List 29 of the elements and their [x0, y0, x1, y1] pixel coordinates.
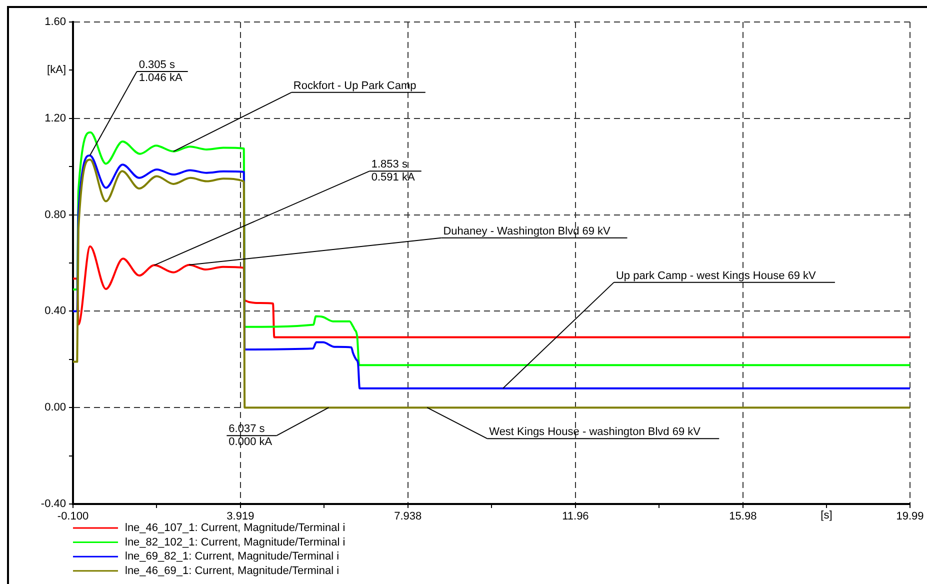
legend-label: lne_46_107_1: Current, Magnitude/Terminal i — [125, 522, 346, 534]
x-tick-label: 15.98 — [729, 510, 757, 523]
annotation: 0.591 kA — [371, 172, 416, 184]
line-series — [73, 245, 910, 338]
y-tick-label: 0.40 — [44, 305, 66, 318]
annotation: Rockfort - Up Park Camp — [293, 80, 416, 92]
annotation: West Kings House - washington Blvd 69 kV — [489, 426, 702, 438]
legend-label: lne_82_102_1: Current, Magnitude/Terminal i — [125, 536, 346, 548]
annotation: Duhaney - Washington Blvd 69 kV — [443, 225, 612, 238]
x-tick-label: 11.96 — [562, 510, 589, 523]
annotation: 1.853 s — [371, 158, 408, 171]
legend-label: lne_69_82_1: Current, Magnitude/Terminal i — [125, 550, 340, 563]
y-tick-label: 0.00 — [44, 402, 66, 414]
annotation: 1.046 kA — [138, 72, 183, 84]
annotation: 6.037 s — [228, 423, 266, 436]
x-tick-label: 7.938 — [394, 510, 422, 523]
annotation: 0.305 s — [138, 59, 176, 72]
x-tick-label: 3.919 — [226, 510, 254, 523]
y-axis-title: [kA] — [47, 64, 66, 76]
y-tick-label: 1.20 — [44, 112, 66, 124]
y-tick-label: -0.40 — [40, 498, 66, 510]
y-tick-label: 1.60 — [44, 16, 66, 28]
annotation: 0.000 kA — [228, 436, 273, 448]
x-axis-title: [s] — [820, 510, 832, 522]
x-tick-label: -0.100 — [57, 510, 89, 523]
annotation: Up park Camp - west Kings House 69 kV — [616, 270, 817, 282]
legend-label: lne_46_69_1: Current, Magnitude/Terminal i — [125, 564, 340, 577]
y-tick-label: 0.80 — [44, 208, 66, 221]
x-tick-label: 19.99 — [896, 510, 924, 523]
